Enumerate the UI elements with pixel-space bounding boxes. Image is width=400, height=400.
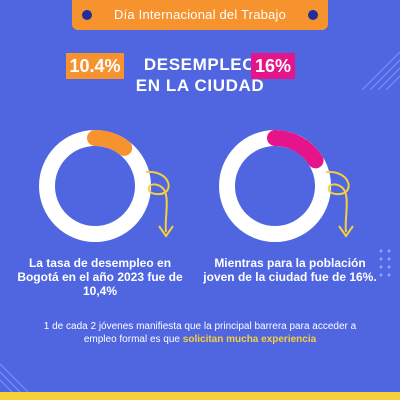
value-badge-youth: 16% [251,53,295,79]
title-line-1: DESEMPLEO [143,55,257,74]
curly-arrow-icon [325,170,354,238]
description-youth: Mientras para la población joven de la c… [203,256,377,284]
footnote-text: 1 de cada 2 jóvenes manifiesta que la pr… [43,321,357,345]
donut-highlight-slice [219,130,331,242]
description-bogota: La tasa de desempleo en Bogotá en el año… [17,256,183,298]
decorative-dots [379,249,391,277]
decorative-corner [0,363,29,392]
donut-chart-youth [219,130,331,242]
banner-dot-right [308,10,318,20]
header-banner: Día Internacional del Trabajo [72,0,328,30]
page-title: DESEMPLEO EN LA CIUDAD [0,54,400,96]
banner-text: Día Internacional del Trabajo [113,7,286,22]
footnote-highlight: solicitan mucha experiencia [182,334,317,345]
value-badge-bogota: 10.4% [66,53,124,79]
title-line-2: EN LA CIUDAD [135,76,265,95]
bottom-bar [0,392,400,400]
banner-dot-left [82,10,92,20]
donut-highlight-slice [39,130,151,242]
donut-chart-bogota [39,130,151,242]
footnote: 1 de cada 2 jóvenes manifiesta que la pr… [30,320,370,346]
decorative-lines [361,51,400,90]
curly-arrow-icon [145,170,174,238]
